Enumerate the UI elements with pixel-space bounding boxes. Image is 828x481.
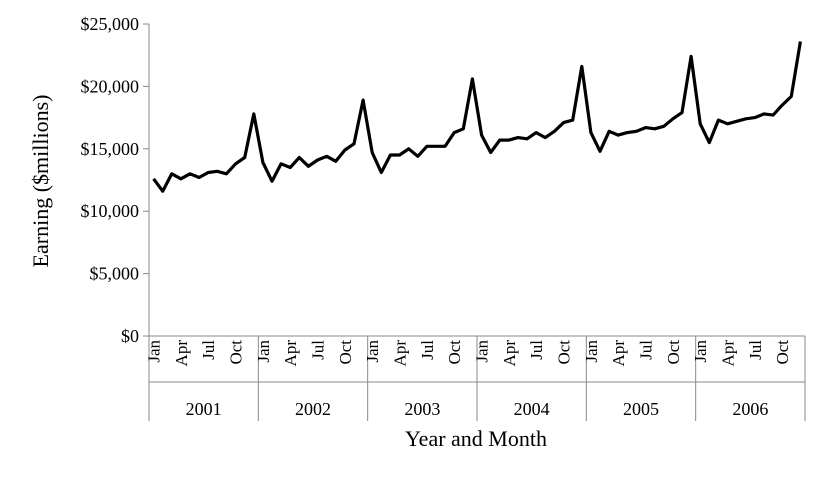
series-layer bbox=[152, 41, 802, 193]
month-label: Jan bbox=[145, 340, 164, 363]
month-label: Jul bbox=[527, 340, 546, 360]
year-label: 2006 bbox=[732, 399, 768, 419]
year-label: 2001 bbox=[186, 399, 222, 419]
month-label: Oct bbox=[555, 340, 574, 365]
y-tick-label: $10,000 bbox=[81, 201, 140, 221]
y-axis-label: Earning ($millions) bbox=[28, 95, 53, 268]
month-label: Jul bbox=[746, 340, 765, 360]
month-label: Oct bbox=[336, 340, 355, 365]
month-label: Oct bbox=[664, 340, 683, 365]
year-label: 2004 bbox=[514, 399, 550, 419]
y-tick-label: $5,000 bbox=[90, 264, 140, 284]
year-label: 2003 bbox=[404, 399, 440, 419]
month-label: Jan bbox=[254, 340, 273, 363]
y-tick-label: $0 bbox=[121, 326, 139, 346]
month-label: Jan bbox=[473, 340, 492, 363]
month-label: Jul bbox=[199, 340, 218, 360]
month-label: Oct bbox=[445, 340, 464, 365]
x-axis-label: Year and Month bbox=[405, 426, 547, 451]
month-label: Jul bbox=[309, 340, 328, 360]
year-label: 2005 bbox=[623, 399, 659, 419]
month-label: Jul bbox=[637, 340, 656, 360]
month-label: Oct bbox=[773, 340, 792, 365]
x-axis: 2001 Jan Apr Jul Oct 2002 Jan Apr Jul Oct 2003 Jan A… bbox=[145, 335, 806, 421]
month-label: Apr bbox=[391, 340, 410, 367]
y-tick-label: $15,000 bbox=[81, 139, 140, 159]
y-axis: $0 $5,000 $10,000 $15,000 $20,000 $25,000 bbox=[81, 14, 150, 346]
month-label: Apr bbox=[281, 340, 300, 367]
month-label: Jan bbox=[691, 340, 710, 363]
month-label: Apr bbox=[609, 340, 628, 367]
month-label: Jan bbox=[582, 340, 601, 363]
month-label: Apr bbox=[172, 340, 191, 367]
y-tick-label: $25,000 bbox=[81, 14, 140, 34]
year-label: 2002 bbox=[295, 399, 331, 419]
month-label: Apr bbox=[719, 340, 738, 367]
month-label: Jan bbox=[363, 340, 382, 363]
month-label: Oct bbox=[227, 340, 246, 365]
month-label: Jul bbox=[418, 340, 437, 360]
month-label: Apr bbox=[500, 340, 519, 367]
series-line bbox=[152, 41, 802, 193]
y-tick-label: $20,000 bbox=[81, 76, 140, 96]
